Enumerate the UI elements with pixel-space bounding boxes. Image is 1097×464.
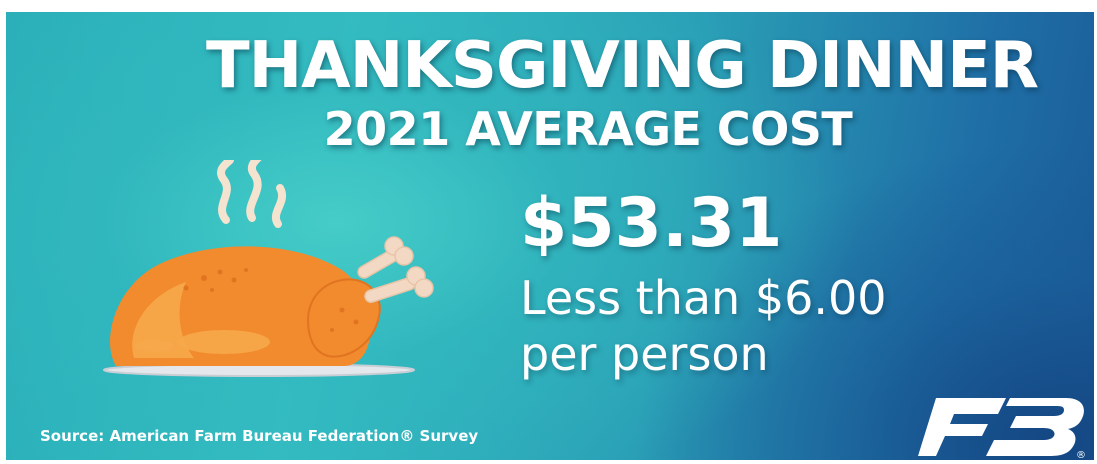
drumstick-shape [306, 278, 381, 358]
average-cost-value: $53.31 [520, 184, 783, 263]
headline-title: THANKSGIVING DINNER [205, 29, 1039, 103]
source-caption: Source: American Farm Bureau Federation®… [40, 427, 479, 445]
farm-bureau-logo: ® [918, 398, 1086, 460]
registered-mark: ® [1076, 450, 1086, 460]
roast-turkey-icon [103, 160, 434, 377]
headline-subtitle: 2021 AVERAGE COST [323, 102, 853, 156]
per-person-note: Less than $6.00 per person [520, 270, 887, 382]
bone-icon [357, 236, 434, 303]
steam-icon [217, 160, 286, 228]
per-person-line-1: Less than $6.00 [520, 271, 887, 325]
per-person-line-2: per person [520, 327, 769, 381]
infographic-banner: THANKSGIVING DINNER 2021 AVERAGE COST [6, 12, 1094, 460]
